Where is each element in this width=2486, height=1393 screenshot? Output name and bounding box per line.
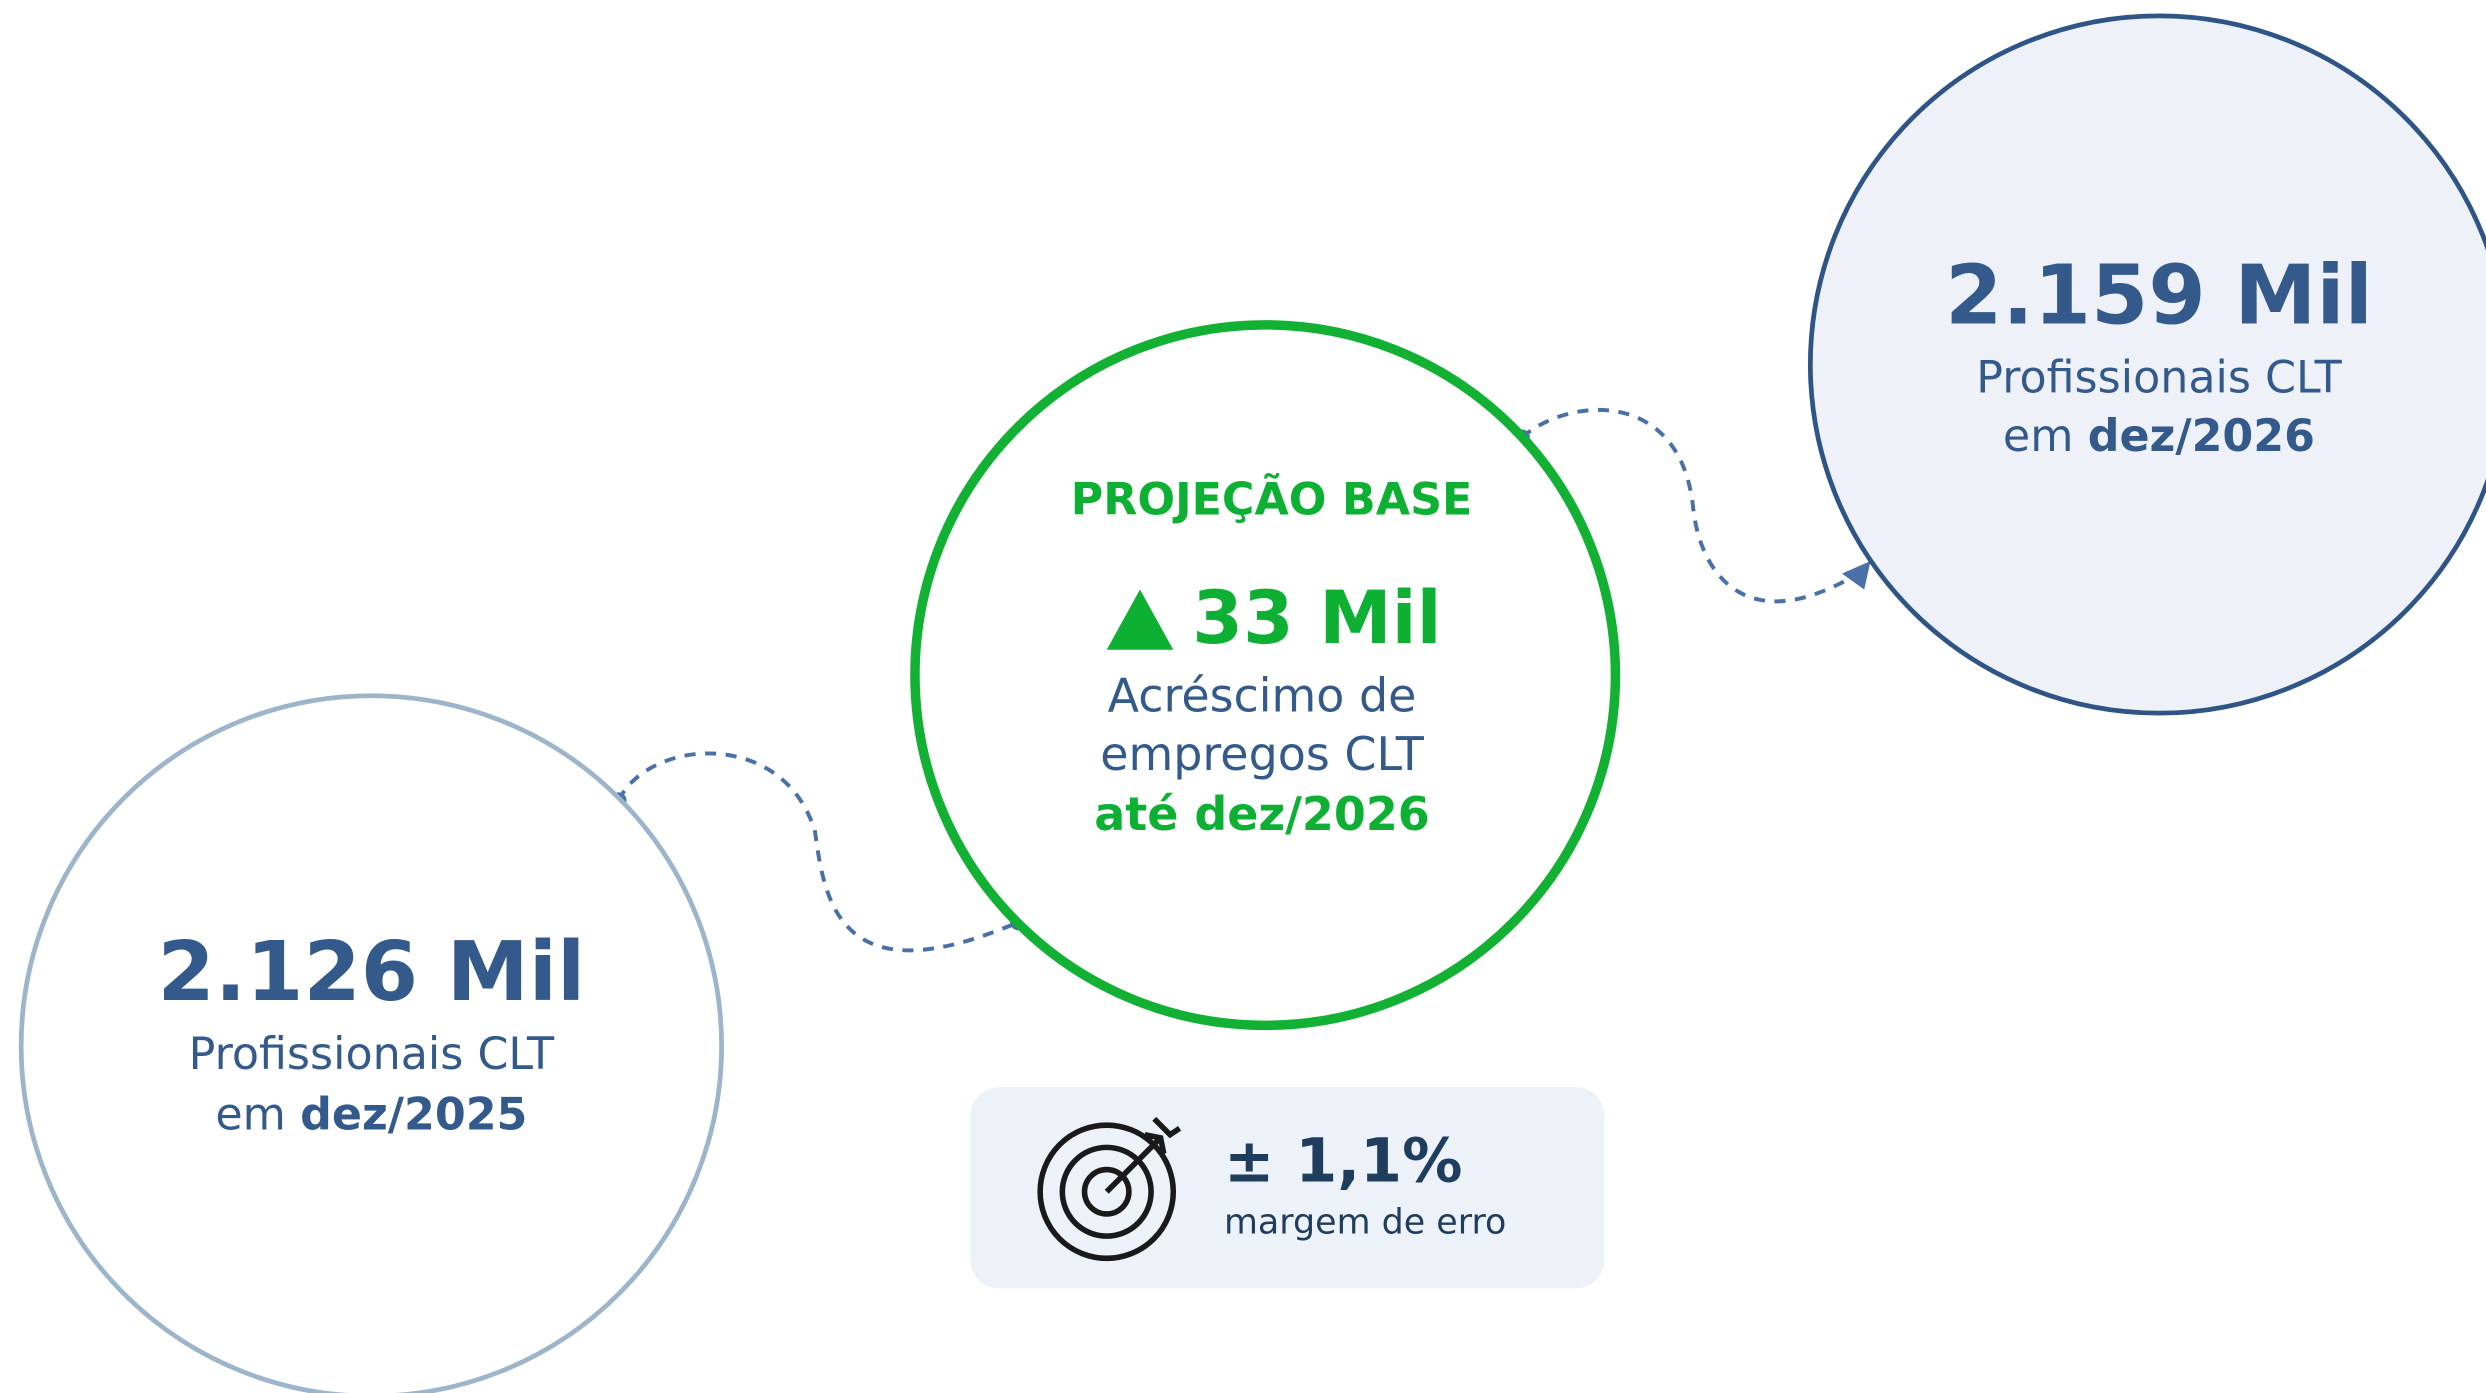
left-value: 2.126 Mil [158,925,586,1020]
right-line2: em dez/2026 [2003,411,2315,462]
connector [616,751,1019,953]
right-value: 2.159 Mil [1945,249,2373,344]
arrow-head [1842,561,1871,590]
right-line2-prefix: em [2003,411,2074,462]
center-title: PROJEÇÃO BASE [1071,472,1473,525]
center-circle [910,320,1621,1031]
left-line2-prefix: em [215,1089,286,1140]
center-line3: até dez/2026 [1094,787,1430,841]
left-circle [18,693,724,1393]
right-circle [1808,13,2486,716]
center-line2: empregos CLT [1100,727,1424,781]
target-icon [1037,1116,1182,1262]
left-line1: Profissionais CLT [189,1029,555,1080]
margin-box [970,1087,1605,1289]
right-line2-bold: dez/2026 [2088,411,2315,462]
center-value: 33 Mil [1192,576,1441,661]
right-line1: Profissionais CLT [1976,352,2342,403]
left-line2-bold: dez/2025 [300,1089,527,1140]
center-line1: Acréscimo de [1108,668,1417,722]
margin-value: ± 1,1% [1224,1126,1462,1196]
left-line2: em dez/2025 [215,1089,527,1140]
up-triangle [1106,589,1174,650]
connector [1520,407,1859,604]
margin-label: margem de erro [1224,1202,1506,1242]
